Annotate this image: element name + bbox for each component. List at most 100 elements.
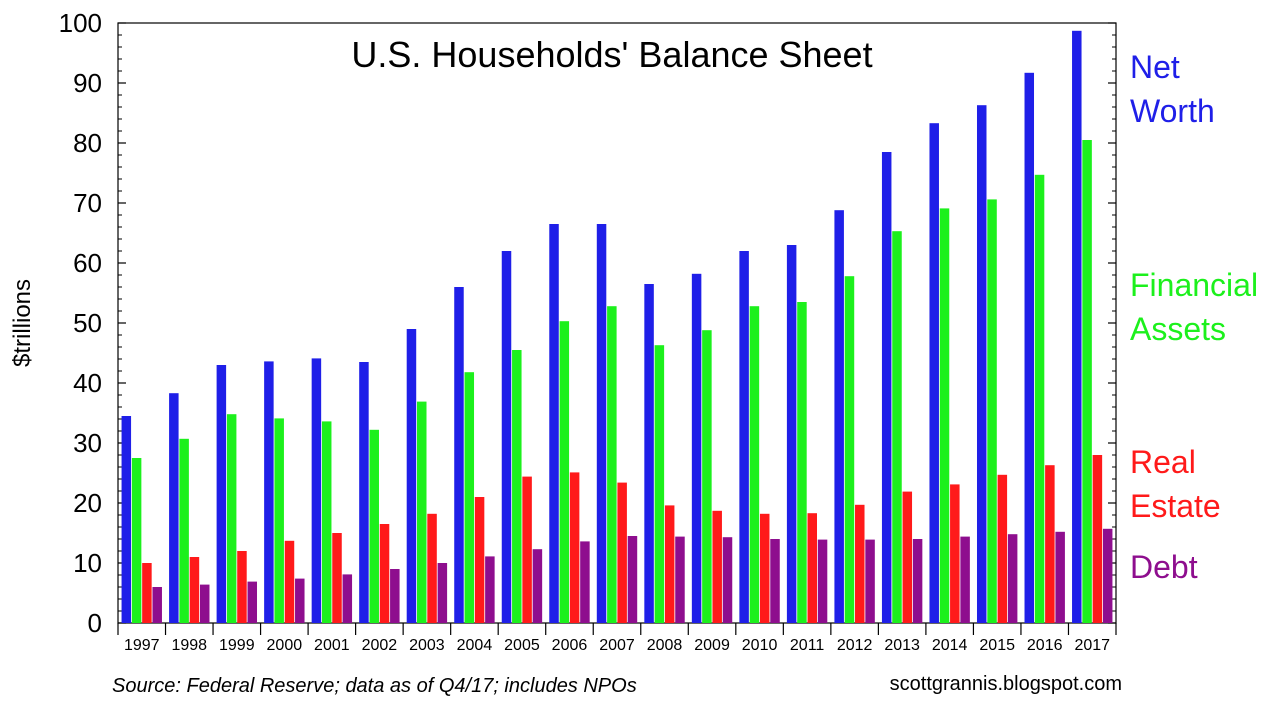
y-tick-label: 20 [73, 488, 102, 518]
bar-debt [627, 536, 638, 623]
bar-net-worth [359, 362, 369, 623]
bar-real-estate [237, 551, 247, 623]
x-tick-label: 2008 [647, 637, 683, 654]
y-tick-label: 90 [73, 68, 102, 98]
y-axis-label: $trillions [9, 279, 36, 367]
bar-series [121, 30, 1113, 624]
bar-real-estate [759, 513, 770, 623]
bar-net-worth [739, 251, 749, 623]
bar-financial-assets [274, 418, 284, 623]
bar-net-worth [786, 245, 797, 623]
x-tick-label: 2005 [504, 637, 540, 654]
y-tick-label: 0 [88, 608, 102, 638]
bar-net-worth [929, 123, 939, 623]
bar-net-worth [406, 329, 417, 623]
source-note: Source: Federal Reserve; data as of Q4/1… [112, 675, 637, 697]
bar-financial-assets [654, 345, 665, 623]
y-tick-label: 30 [73, 428, 102, 458]
legend-net-worth: Net Worth [1130, 49, 1215, 129]
x-tick-label: 2017 [1074, 637, 1110, 654]
x-tick-label: 2001 [314, 637, 350, 654]
y-tick-label: 40 [73, 368, 102, 398]
bar-debt [390, 569, 400, 623]
bar-financial-assets [939, 208, 950, 623]
bar-real-estate [332, 533, 342, 623]
x-tick-label: 2015 [979, 637, 1015, 654]
bar-net-worth [1072, 30, 1082, 624]
bar-real-estate [427, 513, 437, 623]
x-tick-label: 2016 [1027, 637, 1063, 654]
bar-financial-assets [226, 414, 237, 623]
bar-financial-assets [844, 276, 855, 623]
legend-financial-assets: Financial Assets [1130, 267, 1258, 347]
legend: Net Worth Financial Assets Real Estate Debt [1130, 49, 1258, 585]
bar-net-worth [311, 358, 322, 623]
bar-financial-assets [987, 199, 997, 623]
bar-financial-assets [797, 302, 807, 623]
bar-financial-assets [179, 438, 189, 623]
bar-debt [247, 581, 258, 623]
bar-debt [865, 539, 875, 623]
bar-net-worth [644, 284, 654, 623]
bar-financial-assets [321, 421, 332, 623]
legend-debt: Debt [1130, 549, 1198, 585]
bar-net-worth [596, 224, 607, 623]
bar-real-estate [569, 472, 580, 623]
x-tick-label: 1997 [124, 637, 160, 654]
bar-debt [342, 574, 353, 623]
bar-financial-assets [131, 458, 142, 623]
bar-financial-assets [607, 306, 617, 623]
bar-real-estate [950, 484, 960, 623]
bar-debt [1102, 528, 1113, 623]
legend-real-estate: Real Estate [1130, 444, 1221, 524]
bar-debt [437, 563, 448, 623]
y-tick-label: 50 [73, 308, 102, 338]
x-tick-label: 1999 [219, 637, 255, 654]
bar-debt [199, 584, 210, 623]
bar-financial-assets [892, 231, 902, 623]
x-axis: 1997 1998 1999 2000 2001 2002 2003 2004 2005 2006… [117, 623, 1117, 654]
bar-financial-assets [702, 330, 712, 623]
bar-net-worth [121, 416, 132, 623]
bar-net-worth [881, 152, 892, 623]
bar-debt [912, 539, 923, 623]
bar-debt [1055, 531, 1065, 623]
bar-debt [295, 578, 305, 623]
bar-financial-assets [1034, 174, 1045, 624]
y-tick-label: 60 [73, 248, 102, 278]
y-tick-label: 70 [73, 188, 102, 218]
bar-financial-assets [464, 372, 475, 623]
blog-credit: scottgrannis.blogspot.com [890, 673, 1122, 695]
bar-net-worth [1024, 72, 1035, 624]
x-tick-label: 1998 [171, 637, 207, 654]
bar-debt [960, 536, 970, 623]
y-tick-label: 10 [73, 548, 102, 578]
x-tick-label: 2002 [362, 637, 398, 654]
bar-real-estate [379, 524, 390, 623]
bar-financial-assets [417, 401, 427, 623]
x-tick-label: 2013 [884, 637, 920, 654]
bar-real-estate [284, 540, 295, 623]
bar-real-estate [807, 513, 817, 623]
x-tick-label: 2006 [552, 637, 588, 654]
x-tick-label: 2000 [267, 637, 303, 654]
x-tick-label: 2012 [837, 637, 873, 654]
y-tick-label: 80 [73, 128, 102, 158]
bar-net-worth [834, 210, 844, 623]
bar-net-worth [169, 393, 179, 623]
bar-debt [152, 587, 162, 623]
x-tick-label: 2003 [409, 637, 445, 654]
bar-debt [675, 536, 685, 623]
bar-net-worth [976, 105, 987, 623]
bar-net-worth [691, 273, 702, 623]
bar-debt [770, 539, 780, 623]
x-tick-label: 2007 [599, 637, 635, 654]
y-axis: 0 10 20 30 40 50 60 70 80 90 100 [59, 8, 1116, 638]
bar-financial-assets [559, 321, 570, 623]
bar-debt [1007, 534, 1018, 623]
x-tick-label: 2004 [457, 637, 493, 654]
bar-real-estate [1092, 455, 1103, 623]
bar-real-estate [712, 510, 722, 623]
bar-financial-assets [369, 429, 379, 623]
